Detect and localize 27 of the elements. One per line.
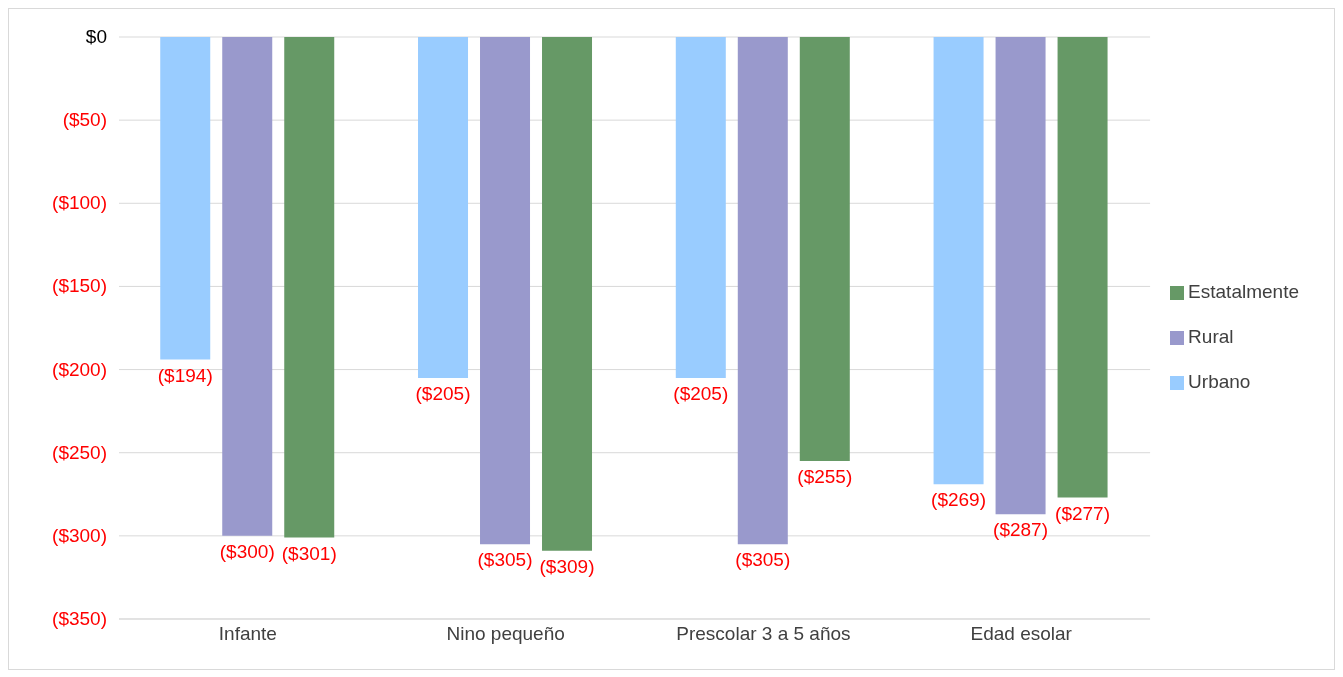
y-tick-label: $0	[85, 26, 107, 47]
y-tick-label: ($100)	[52, 192, 107, 214]
legend-label: Urbano	[1188, 371, 1251, 392]
x-tick-label: Infante	[218, 623, 277, 645]
data-label: ($305)	[477, 549, 533, 571]
data-label: ($205)	[673, 382, 729, 404]
legend-label: Estatalmente	[1188, 281, 1299, 302]
x-tick-label: Prescolar 3 a 5 años	[676, 623, 851, 645]
data-label: ($300)	[219, 540, 275, 562]
data-label: ($309)	[539, 555, 595, 577]
data-label: ($205)	[415, 382, 471, 404]
x-tick-label: Nino pequeño	[446, 623, 565, 645]
y-tick-label: ($250)	[52, 441, 107, 463]
data-label: ($287)	[993, 519, 1049, 541]
x-tick-label: Edad esolar	[970, 623, 1073, 645]
data-label: ($194)	[157, 364, 213, 386]
y-tick-label: ($200)	[52, 358, 107, 380]
y-tick-label: ($300)	[52, 524, 107, 546]
y-tick-label: ($50)	[62, 109, 107, 131]
data-label: ($305)	[735, 549, 791, 571]
y-tick-label: ($350)	[52, 608, 107, 629]
data-label: ($255)	[797, 466, 853, 488]
data-label: ($301)	[281, 542, 337, 564]
data-label: ($269)	[931, 489, 987, 511]
data-label: ($277)	[1055, 502, 1111, 524]
y-tick-label: ($150)	[52, 275, 107, 297]
legend-label: Rural	[1188, 326, 1234, 347]
